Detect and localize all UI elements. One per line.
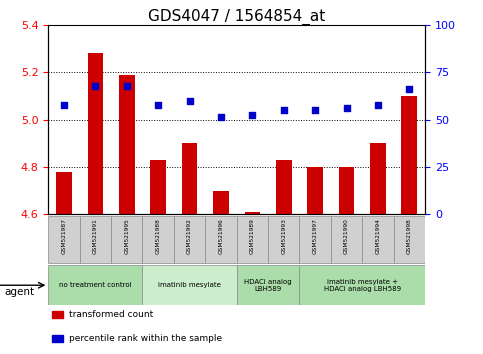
Bar [150, 160, 166, 214]
Text: GSM521995: GSM521995 [124, 218, 129, 254]
Point [185, 98, 193, 103]
Bar [87, 53, 103, 214]
Title: GDS4047 / 1564854_at: GDS4047 / 1564854_at [148, 8, 325, 25]
Bar [119, 75, 135, 214]
Bar [174, 216, 205, 263]
Text: GSM521990: GSM521990 [344, 218, 349, 254]
Bar [205, 216, 237, 263]
Point [312, 107, 319, 113]
Point [280, 107, 288, 113]
Text: GSM521998: GSM521998 [407, 218, 412, 254]
Bar [307, 167, 323, 214]
Bar [52, 311, 63, 318]
Point [217, 114, 225, 120]
Bar [111, 216, 142, 263]
Bar [339, 167, 355, 214]
Bar [142, 265, 237, 305]
Text: HDACi analog
LBH589: HDACi analog LBH589 [244, 279, 292, 292]
Bar [331, 216, 362, 263]
Bar [48, 216, 80, 263]
Bar [394, 216, 425, 263]
Bar [370, 143, 386, 214]
Text: GSM521989: GSM521989 [250, 218, 255, 254]
Text: GSM521994: GSM521994 [375, 218, 381, 254]
Bar [299, 265, 425, 305]
Text: percentile rank within the sample: percentile rank within the sample [69, 334, 222, 343]
Point [92, 84, 99, 89]
Point [155, 103, 162, 108]
Text: transformed count: transformed count [69, 310, 153, 319]
Bar [213, 190, 229, 214]
Point [343, 105, 351, 110]
Bar [52, 335, 63, 342]
Text: no treatment control: no treatment control [59, 282, 132, 288]
Bar [299, 216, 331, 263]
Point [60, 103, 68, 108]
Bar [237, 265, 299, 305]
Text: imatinib mesylate +
HDACi analog LBH589: imatinib mesylate + HDACi analog LBH589 [324, 279, 401, 292]
Point [123, 84, 130, 89]
Text: GSM521993: GSM521993 [281, 218, 286, 254]
Bar [48, 265, 142, 305]
Bar [80, 216, 111, 263]
Text: imatinib mesylate: imatinib mesylate [158, 282, 221, 288]
Bar [276, 160, 292, 214]
Text: GSM521987: GSM521987 [61, 218, 67, 254]
Point [249, 112, 256, 118]
Text: GSM521996: GSM521996 [218, 218, 224, 254]
Text: GSM521992: GSM521992 [187, 218, 192, 254]
Text: agent: agent [5, 287, 35, 297]
Text: GSM521991: GSM521991 [93, 218, 98, 254]
Point [374, 103, 382, 108]
Bar [237, 216, 268, 263]
Text: GSM521997: GSM521997 [313, 218, 318, 254]
Bar [268, 216, 299, 263]
Bar [362, 216, 394, 263]
Bar [182, 143, 198, 214]
Bar [244, 212, 260, 214]
Bar [56, 172, 72, 214]
Bar [401, 96, 417, 214]
Bar [142, 216, 174, 263]
Text: GSM521988: GSM521988 [156, 218, 161, 254]
Point [406, 86, 413, 92]
